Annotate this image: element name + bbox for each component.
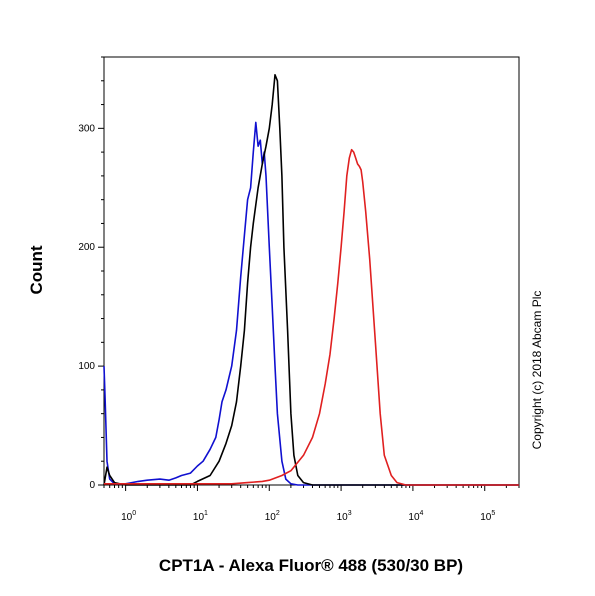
y-axis-title: Count [27,245,46,294]
x-axis-title: CPT1A - Alexa Fluor® 488 (530/30 BP) [159,556,463,575]
y-tick-label: 0 [89,480,95,491]
x-tick-label: 103 [337,510,352,523]
copyright-annotation: Copyright (c) 2018 Abcam Plc [530,291,544,450]
x-axis: 100 101 102 103 104 105 [103,485,520,523]
y-axis: 0 100 200 300 [78,56,104,491]
series-layer [103,74,519,486]
y-tick-label: 200 [78,242,95,253]
series-line-1 [103,121,519,486]
plot-frame [103,56,520,486]
x-tick-label: 101 [193,510,208,523]
y-tick-label: 300 [78,123,95,134]
y-tick-label: 100 [78,361,95,372]
series-line-3 [104,148,519,486]
x-tick-label: 100 [121,510,136,523]
series-line-2 [103,74,519,486]
x-tick-label: 104 [408,510,423,523]
x-tick-label: 102 [265,510,280,523]
x-tick-label: 105 [480,510,495,523]
